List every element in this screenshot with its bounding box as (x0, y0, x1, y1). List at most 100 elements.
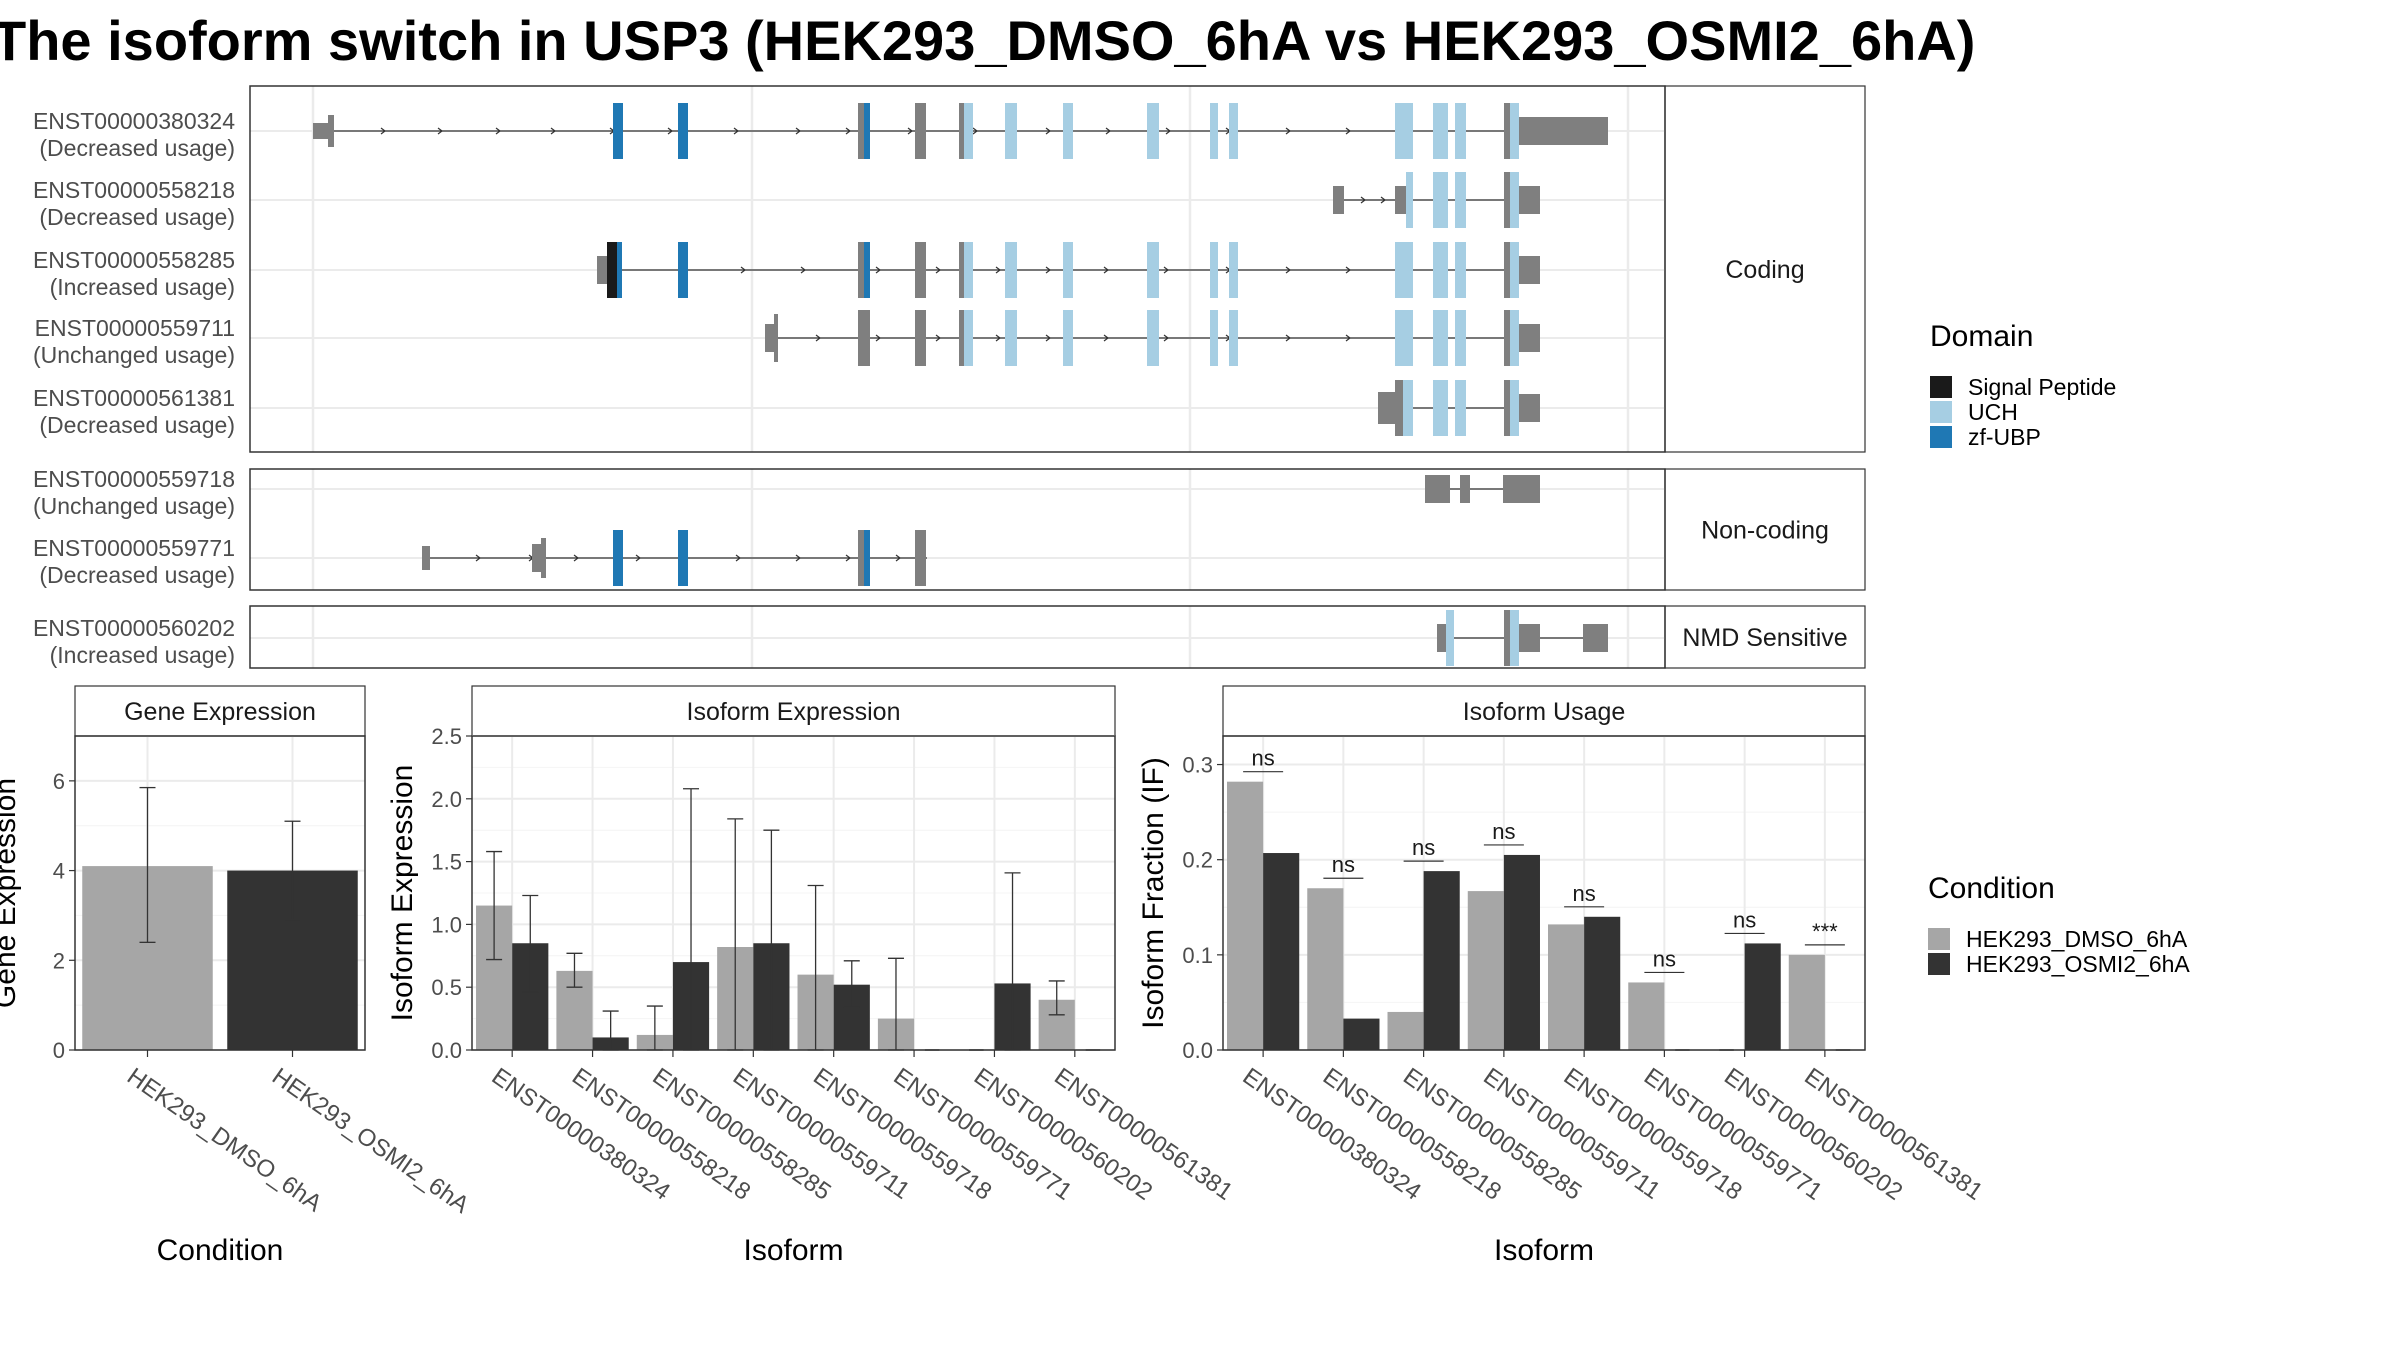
domain-block (1063, 103, 1073, 159)
domain-block (964, 103, 973, 159)
strand-arrow (875, 334, 881, 342)
exon-block (765, 324, 775, 352)
strand-arrow (972, 127, 978, 135)
y-tick-label: 0.1 (1182, 943, 1213, 968)
domain-block (1229, 310, 1238, 366)
strand-arrow (573, 554, 579, 562)
strand-arrow (1345, 266, 1351, 274)
domain-block (613, 530, 623, 586)
exon-block (313, 123, 330, 139)
significance-label: ns (1332, 852, 1355, 877)
exon-block (1519, 117, 1608, 145)
strand-arrow (1345, 127, 1351, 135)
significance-label: ns (1492, 819, 1515, 844)
exon-block (1425, 475, 1450, 503)
exon-block (1503, 475, 1540, 503)
domain-legend-swatch (1930, 426, 1952, 448)
domain-block (864, 103, 870, 159)
transcript-usage-label: (Decreased usage) (39, 135, 235, 161)
exon-block (915, 103, 926, 159)
strand-arrow (1163, 334, 1169, 342)
transcript-usage-label: (Decreased usage) (39, 204, 235, 230)
panel-title: Gene Expression (124, 698, 316, 726)
transcript-usage-label: (Unchanged usage) (33, 342, 235, 368)
bar (1307, 888, 1344, 1050)
exon-block (1583, 624, 1608, 652)
strand-arrow (740, 266, 746, 274)
panel-border (249, 468, 1666, 591)
y-tick-label: 0.0 (1182, 1038, 1213, 1063)
x-axis-title: Condition (157, 1234, 284, 1267)
exon-block (1378, 392, 1395, 424)
y-axis-title: Gene Expression (0, 778, 22, 1008)
strand-arrow (1045, 334, 1051, 342)
panel-border (471, 735, 1116, 1051)
strand-arrow (795, 554, 801, 562)
domain-block (864, 530, 870, 586)
domain-block (1005, 242, 1017, 298)
x-axis-title: Isoform (1494, 1234, 1594, 1267)
exon-block (1504, 310, 1510, 366)
transcript-id-label: ENST00000559771 (33, 535, 235, 561)
y-tick-label: 2.0 (431, 787, 462, 812)
strand-arrow (1380, 196, 1386, 204)
strand-arrow (1360, 196, 1366, 204)
domain-block (678, 242, 688, 298)
condition-legend-label: HEK293_OSMI2_6hA (1966, 951, 2190, 977)
transcript-usage-label: (Unchanged usage) (33, 493, 235, 519)
bar (1744, 943, 1781, 1050)
exon-block (1519, 394, 1540, 422)
exon-block (959, 242, 964, 298)
condition-legend-label: HEK293_DMSO_6hA (1966, 926, 2188, 952)
transcript-id-label: ENST00000558285 (33, 247, 235, 273)
y-tick-label: 1.0 (431, 912, 462, 937)
facet-label: Coding (1725, 256, 1804, 284)
strand-arrow (635, 554, 641, 562)
strand-arrow (1285, 266, 1291, 274)
strand-arrow (995, 334, 1001, 342)
strand-arrow (935, 334, 941, 342)
bar (1503, 854, 1540, 1050)
strip-box (1664, 85, 1866, 453)
domain-block (1210, 310, 1218, 366)
strip-box (1664, 605, 1866, 669)
domain-block (1406, 172, 1413, 228)
domain-block (1147, 310, 1159, 366)
domain-block (1433, 103, 1448, 159)
exon-block (1504, 103, 1510, 159)
strand-arrow (1285, 127, 1291, 135)
transcript-usage-label: (Increased usage) (50, 274, 235, 300)
domain-block (1147, 242, 1159, 298)
panel-strip (74, 685, 366, 737)
strand-arrow (907, 127, 913, 135)
exon-block (1437, 624, 1446, 652)
domain-block (1005, 103, 1017, 159)
facet-label: NMD Sensitive (1682, 624, 1847, 652)
condition-legend-title: Condition (1928, 872, 2055, 905)
strand-arrow (1285, 334, 1291, 342)
domain-block (1407, 103, 1413, 159)
significance-label: ns (1653, 946, 1676, 971)
domain-block (1455, 380, 1466, 436)
condition-legend-swatch (1928, 928, 1950, 950)
y-axis-title: Isoform Fraction (IF) (1137, 757, 1170, 1029)
bar (1467, 891, 1504, 1050)
domain-block (1395, 242, 1407, 298)
domain-block (1229, 103, 1238, 159)
panel-title: Isoform Usage (1463, 698, 1626, 726)
strand-arrow (815, 334, 821, 342)
bar (1387, 1011, 1424, 1050)
strand-arrow (845, 127, 851, 135)
exon-block (1460, 475, 1470, 503)
domain-block (1063, 242, 1073, 298)
strip-box (1664, 468, 1866, 591)
domain-block (1455, 172, 1466, 228)
exon-block (915, 530, 926, 586)
domain-legend-label: UCH (1968, 399, 2018, 425)
domain-legend-swatch (1930, 401, 1952, 423)
exon-block (915, 310, 926, 366)
strand-arrow (845, 554, 851, 562)
domain-block (1147, 103, 1159, 159)
y-tick-label: 1.5 (431, 850, 462, 875)
domain-legend-swatch (1930, 376, 1952, 398)
